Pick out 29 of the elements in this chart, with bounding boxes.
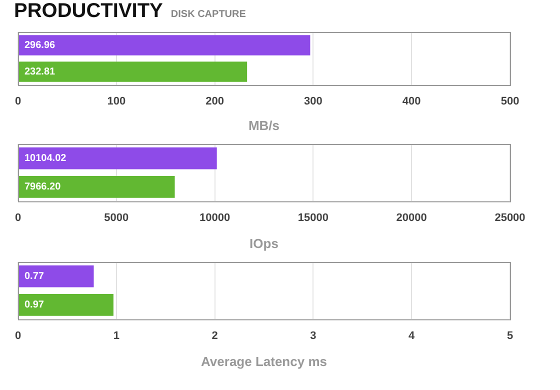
x-tick-label: 0 [14,96,22,108]
x-tick-label: 100 [107,96,126,108]
x-tick-label: 4 [408,330,416,342]
chart-subtitle: DISK CAPTURE [170,9,246,20]
x-tick-label: 0 [14,330,22,342]
x-tick-label: 400 [402,96,421,108]
x-tick-label: 2 [212,330,218,342]
x-tick-label: 15000 [298,212,328,224]
data-label: 10104.02 [24,153,67,164]
x-tick-label: 25000 [494,212,526,224]
x-tick-label: 10000 [200,212,230,224]
x-tick-label: 200 [206,96,224,108]
x-tick-label: 5 [506,330,514,342]
x-tick-label: 0 [14,212,22,224]
x-tick-label: 300 [304,96,322,108]
x-tick-label: 500 [500,96,520,108]
x-tick-label: 5000 [104,212,129,224]
chart-title: PRODUCTIVITY [14,0,163,23]
data-label: 0.97 [24,300,44,311]
x-tick-label: 3 [310,330,316,342]
data-label: 296.96 [24,40,56,51]
data-label: 232.81 [24,66,56,78]
data-label: 0.77 [24,271,44,282]
data-label: 7966.20 [24,182,62,193]
x-axis-title: Average Latency ms [201,354,327,369]
x-axis-title: MB/s [248,118,280,133]
x-tick-label: 1 [113,330,120,342]
x-tick-label: 20000 [396,212,427,224]
x-axis-title: IOps [250,236,278,251]
